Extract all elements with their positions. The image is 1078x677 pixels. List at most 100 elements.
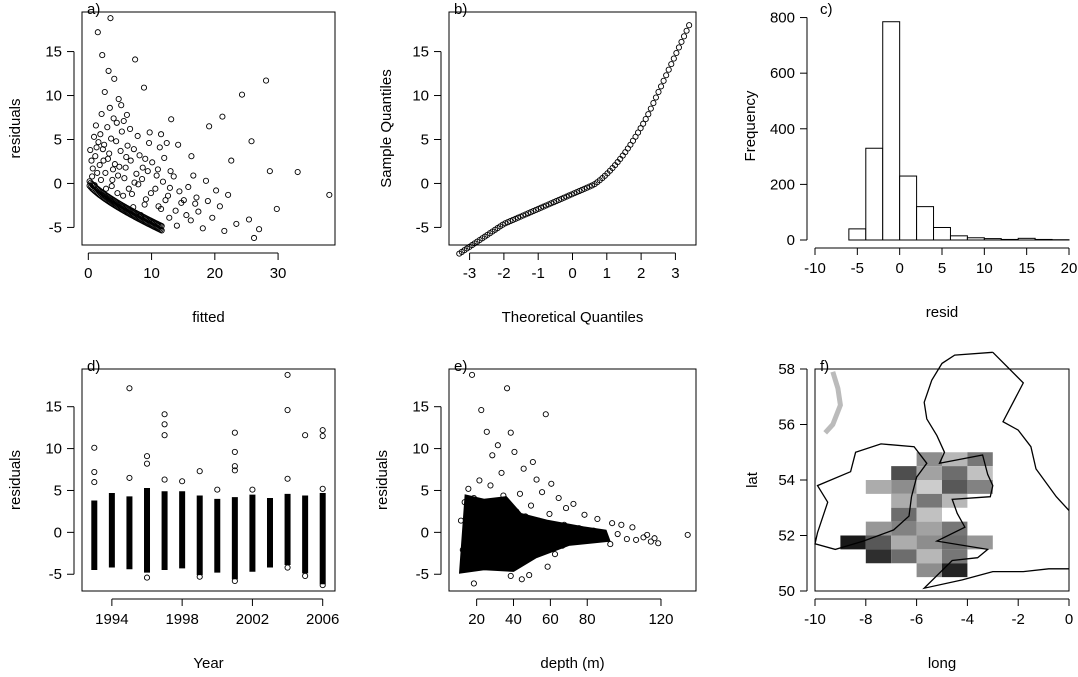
data-point [233,220,240,227]
data-point [89,173,96,180]
heatmap-cell [942,521,968,536]
x-tick-label: 0 [895,260,903,277]
data-point [166,214,173,221]
data-point [248,138,255,145]
panel-f-plot: -10 -8 -6 -4 -2 0 50 52 54 56 58 long lat f) [744,351,1073,672]
histogram-bar [882,21,901,241]
data-point [231,463,238,470]
data-point [94,169,101,176]
x-tick-label: 3 [671,265,679,282]
data-point [111,75,118,82]
y-tick-label: 15 [412,399,429,416]
panel-a: 0 10 20 30 -5 0 5 10 15 fitted residuals a) [7,1,336,326]
plot-frame [81,11,336,246]
data-point [185,183,192,191]
data-point [539,489,546,496]
data-point [284,406,291,414]
data-point [650,100,657,107]
data-point [302,572,309,579]
data-point [168,116,175,123]
data-point [178,199,185,206]
panel-d-plot: 1994 1998 2002 2006 -5 0 5 10 15 Year residuals d) [7,358,339,672]
data-point [507,429,514,436]
heatmap-cell [942,535,968,550]
data-point [250,234,258,242]
data-point [183,212,190,219]
data-point [140,84,148,91]
x-tick-label: -2 [1012,611,1025,628]
data-point [273,205,280,213]
data-point [529,458,536,466]
heatmap-cell [942,563,968,578]
data-point [553,525,560,533]
heatmap-cell [891,521,917,536]
data-point [139,176,146,183]
panel-label: e) [454,358,467,375]
heatmap-cell [942,466,968,480]
data-point [154,166,161,173]
data-point [97,176,105,183]
heatmap-cell [916,452,942,467]
x-axis-title: long [928,655,956,672]
data-point [535,517,542,524]
data-point [478,406,485,414]
panel-e: 20 40 60 80 120 -5 0 5 10 15 depth (m) residuals e) [374,358,697,672]
y-tick-label: 0 [421,524,429,541]
data-point [231,448,238,455]
data-point [91,468,98,476]
data-point [209,214,216,221]
data-point [122,164,129,171]
data-point [155,203,162,210]
data-point [635,129,642,136]
x-tick-label: 15 [1018,260,1035,277]
heatmap-cell [891,480,917,494]
panel-b-plot: -3 -2 -1 0 1 2 3 -5 0 5 10 15 Theoretical Quantiles S… [378,1,697,326]
data-point [319,485,326,492]
data-point [624,145,631,152]
data-point [483,428,490,435]
y-tick-label: 54 [778,472,795,489]
data-point [109,166,117,173]
data-point [108,183,115,190]
data-point [127,125,134,132]
data-point [319,427,326,434]
y-tick-label: 0 [421,175,429,192]
data-point [130,146,137,153]
data-point [115,172,122,179]
data-point [583,534,590,541]
histogram-bar [983,238,1002,241]
data-point [562,505,570,512]
x-tick-label: -1 [532,265,545,282]
data-point [143,453,151,460]
histogram-bar [1017,237,1036,241]
data-point [319,582,326,589]
dense-point-cloud [458,494,611,574]
data-point [481,501,488,508]
data-point [540,521,547,528]
x-tick-label: 2002 [236,611,269,628]
data-point [190,172,197,179]
data-point [468,371,476,378]
data-point [522,513,529,520]
data-point [513,508,520,515]
x-axis-title: Year [193,655,223,672]
plot-frame [448,368,697,592]
data-point [476,477,483,484]
data-point [526,572,533,579]
y-axis-title: Sample Quantiles [378,69,395,187]
data-point [92,153,99,160]
y-tick-label: 50 [778,583,795,600]
y-tick-label: 400 [770,121,795,138]
heatmap-cell [942,549,968,564]
data-point [132,56,139,63]
data-point [144,168,151,175]
data-point [647,105,654,112]
data-point [561,521,568,528]
data-point [106,150,113,157]
data-point [623,536,630,543]
x-tick-label: 120 [648,611,673,628]
y-tick-label: -5 [416,566,429,583]
data-point [568,530,575,538]
data-point [159,178,167,185]
data-point [492,506,500,513]
